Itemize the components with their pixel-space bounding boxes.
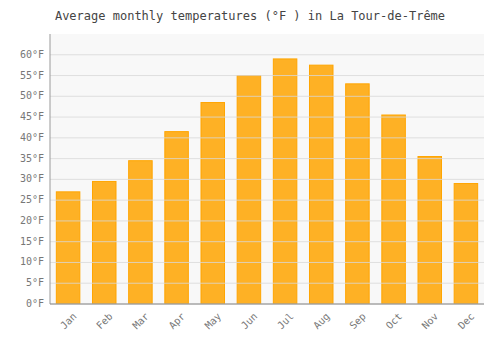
x-tick-label: May	[203, 311, 224, 332]
x-tick-label: Jan	[58, 311, 79, 332]
x-tick-label: Sep	[347, 311, 368, 332]
grid-line	[50, 137, 484, 138]
x-tick-label: Oct	[384, 311, 405, 332]
y-tick-label: 20°F	[20, 215, 44, 226]
x-axis-line	[50, 304, 484, 305]
y-tick-label: 60°F	[20, 49, 44, 60]
bar: Jun: 55	[237, 76, 261, 304]
grid-line	[50, 117, 484, 118]
bar: Mar: 34.5	[129, 161, 153, 304]
y-tick-label: 25°F	[20, 194, 44, 205]
bar: Oct: 45.5	[382, 115, 406, 304]
x-tick-label: Aug	[311, 311, 332, 332]
plot-background	[50, 34, 484, 304]
bar: Jan: 27	[56, 192, 80, 304]
y-tick-label: 30°F	[20, 173, 44, 184]
y-tick-label: 50°F	[20, 90, 44, 101]
grid-line	[50, 262, 484, 263]
y-tick-label: 40°F	[20, 132, 44, 143]
x-tick-label: Jul	[275, 311, 296, 332]
grid-line	[50, 304, 484, 305]
bar: Jul: 59	[273, 59, 297, 304]
y-tick-label: 45°F	[20, 111, 44, 122]
grid-line	[50, 96, 484, 97]
x-tick-label: Dec	[456, 311, 477, 332]
bar: May: 48.5	[201, 103, 225, 304]
grid-line	[50, 283, 484, 284]
y-tick-label: 15°F	[20, 236, 44, 247]
x-tick-label: Feb	[94, 311, 115, 332]
y-tick-label: 55°F	[20, 70, 44, 81]
bar: Nov: 35.5	[418, 157, 442, 304]
x-tick-label: Nov	[420, 311, 441, 332]
grid-line	[50, 179, 484, 180]
bars: Jan: 27Feb: 29.5Mar: 34.5Apr: 41.5May: 4…	[56, 59, 477, 304]
grid-line	[50, 220, 484, 221]
bar: Dec: 29	[454, 184, 478, 304]
bar: Apr: 41.5	[165, 132, 189, 304]
y-tick-label: 10°F	[20, 256, 44, 267]
x-tick-label: Apr	[167, 311, 188, 332]
y-tick-label: 0°F	[26, 298, 44, 309]
bar: Aug: 57.5	[309, 65, 333, 304]
y-grid	[50, 55, 484, 304]
chart: Jan: 27Feb: 29.5Mar: 34.5Apr: 41.5May: 4…	[0, 0, 500, 350]
x-axis: Jan Feb Mar Apr May Jun Jul Aug Sep Oct Nov Dec	[58, 311, 476, 332]
y-tick-label: 5°F	[26, 277, 44, 288]
background	[0, 0, 500, 350]
grid-line	[50, 241, 484, 242]
grid-line	[50, 54, 484, 55]
y-tick-label: 35°F	[20, 153, 44, 164]
title: Average monthly temperatures (°F ) in La…	[55, 9, 445, 23]
x-tick-label: Jun	[239, 311, 260, 332]
y-axis-line	[50, 34, 51, 304]
y-axis: 0°F 5°F 10°F 15°F 20°F 25°F 30°F 35°F 40°F 45°F 50…	[20, 49, 44, 309]
grid-line	[50, 200, 484, 201]
grid-line	[50, 75, 484, 76]
chart-container: Jan: 27Feb: 29.5Mar: 34.5Apr: 41.5May: 4…	[0, 0, 500, 350]
grid-line	[50, 158, 484, 159]
x-tick-label: Mar	[130, 311, 151, 332]
